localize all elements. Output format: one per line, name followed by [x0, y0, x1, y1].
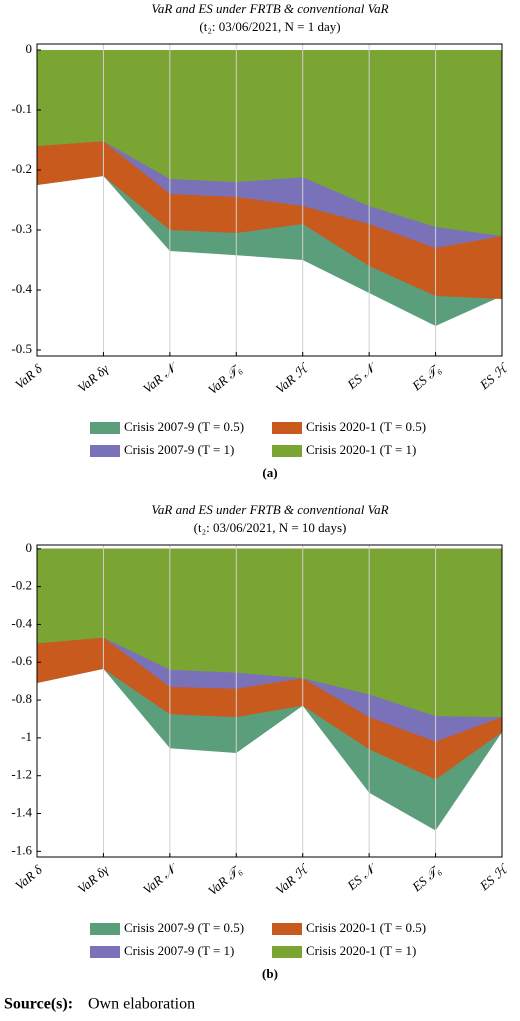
legend-swatch: [90, 923, 120, 935]
chart-title: VaR and ES under FRTB & conventional VaR: [151, 502, 388, 517]
x-tick-label: VaR δ: [12, 861, 46, 893]
y-tick-label: -0.3: [11, 221, 32, 236]
legend-label: Crisis 2007-9 (T = 0.5): [124, 920, 244, 935]
y-tick-label: -1.4: [11, 804, 32, 819]
plot-frame: [36, 43, 503, 357]
legend-swatch: [272, 422, 302, 434]
y-tick-label: -0.4: [11, 615, 32, 630]
x-tick-label: VaR 𝒩: [140, 358, 181, 396]
source-label: Source(s):: [4, 996, 73, 1013]
y-tick-label: -0.5: [11, 341, 32, 356]
x-tick-label: VaR 𝒯₆: [205, 862, 244, 898]
x-tick-label: ES ℋ: [476, 861, 511, 894]
legend-label: Crisis 2020-1 (T = 1): [306, 442, 416, 457]
legend-label: Crisis 2020-1 (T = 0.5): [306, 419, 426, 434]
legend-label: Crisis 2020-1 (T = 1): [306, 943, 416, 958]
y-tick-label: 0: [26, 41, 33, 56]
x-tick-label: ES 𝒩: [343, 859, 380, 893]
y-tick-label: -1.6: [11, 842, 32, 857]
chart-subtitle: (t₂: 03/06/2021, N = 10 days): [194, 520, 347, 535]
panel-label: (a): [262, 465, 277, 480]
legend-label: Crisis 2007-9 (T = 1): [124, 442, 234, 457]
x-tick-label: VaR δγ: [75, 361, 112, 396]
x-tick-label: ES 𝒯₆: [408, 862, 443, 895]
legend-swatch: [90, 422, 120, 434]
x-tick-label: VaR δ: [12, 360, 46, 392]
area: [37, 50, 502, 236]
x-tick-label: ES 𝒯₆: [408, 361, 443, 394]
legend-swatch: [272, 445, 302, 457]
y-tick-label: -1: [21, 729, 32, 744]
plot-frame: [36, 544, 503, 858]
y-tick-label: -0.8: [11, 691, 32, 706]
legend-label: Crisis 2007-9 (T = 0.5): [124, 419, 244, 434]
legend-swatch: [90, 946, 120, 958]
y-tick-label: -0.2: [11, 161, 32, 176]
x-tick-label: VaR 𝒩: [140, 859, 181, 897]
legend-label: Crisis 2007-9 (T = 1): [124, 943, 234, 958]
y-tick-label: -0.1: [11, 101, 32, 116]
x-tick-label: VaR δγ: [75, 862, 112, 897]
x-tick-label: ES ℋ: [476, 360, 511, 393]
y-tick-label: 0: [26, 540, 33, 555]
legend-swatch: [272, 923, 302, 935]
y-tick-label: -0.6: [11, 653, 32, 668]
chart: VaR and ES under FRTB & conventional VaR…: [11, 502, 511, 981]
y-tick-label: -1.2: [11, 767, 32, 782]
panel-label: (b): [262, 966, 278, 981]
legend-swatch: [272, 946, 302, 958]
x-tick-label: VaR ℋ: [273, 861, 313, 898]
y-tick-label: -0.4: [11, 281, 32, 296]
chart-title: VaR and ES under FRTB & conventional VaR: [151, 1, 388, 16]
chart: VaR and ES under FRTB & conventional VaR…: [11, 1, 511, 480]
y-tick-label: -0.2: [11, 578, 32, 593]
x-tick-label: VaR ℋ: [273, 360, 313, 397]
legend-label: Crisis 2020-1 (T = 0.5): [306, 920, 426, 935]
legend-swatch: [90, 445, 120, 457]
source-text: Own elaboration: [88, 996, 195, 1013]
area: [37, 548, 502, 718]
chart-subtitle: (t₂: 03/06/2021, N = 1 day): [199, 19, 340, 34]
x-tick-label: ES 𝒩: [343, 358, 380, 392]
x-tick-label: VaR 𝒯₆: [205, 361, 244, 397]
